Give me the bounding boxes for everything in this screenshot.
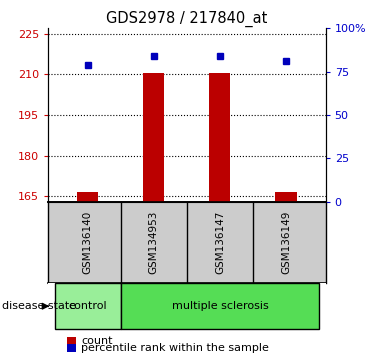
Text: control: control xyxy=(68,301,107,311)
Bar xyxy=(275,192,296,202)
Bar xyxy=(77,192,98,202)
Text: GSM134953: GSM134953 xyxy=(149,211,159,274)
Text: GSM136149: GSM136149 xyxy=(281,211,291,274)
Bar xyxy=(209,73,231,202)
Text: percentile rank within the sample: percentile rank within the sample xyxy=(81,343,269,353)
Text: multiple sclerosis: multiple sclerosis xyxy=(172,301,268,311)
Text: disease state: disease state xyxy=(2,301,76,311)
Text: GSM136147: GSM136147 xyxy=(215,211,225,274)
Text: GSM136140: GSM136140 xyxy=(83,211,93,274)
Title: GDS2978 / 217840_at: GDS2978 / 217840_at xyxy=(106,11,268,27)
Bar xyxy=(55,283,121,329)
Bar xyxy=(143,73,164,202)
Text: count: count xyxy=(81,336,113,346)
Bar xyxy=(121,283,319,329)
